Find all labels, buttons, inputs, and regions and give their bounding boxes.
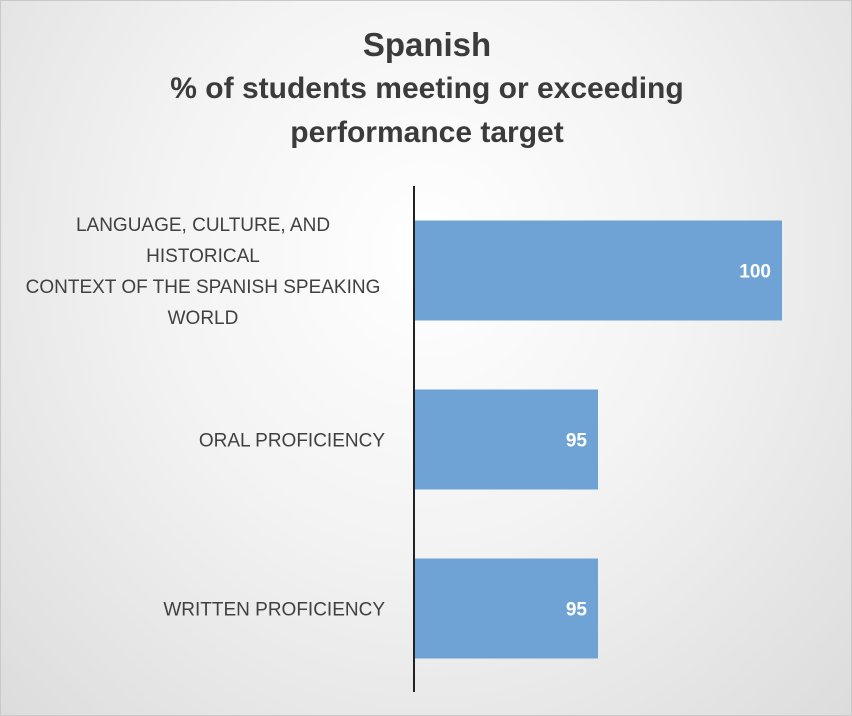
- category-label-3: WRITTEN PROFICIENCY: [163, 600, 385, 621]
- bar-1: [414, 220, 782, 321]
- category-label-1-line-4: WORLD: [168, 308, 239, 329]
- category-label-1-line-3: CONTEXT OF THE SPANISH SPEAKING: [26, 277, 381, 298]
- data-label-2: 95: [566, 431, 588, 452]
- category-label-1-line-2: HISTORICAL: [146, 246, 260, 267]
- category-label-2: ORAL PROFICIENCY: [199, 431, 385, 452]
- bar-2: [414, 389, 598, 490]
- data-label-3: 95: [566, 600, 588, 621]
- chart-title-block: Spanish % of students meeting or exceedi…: [1, 23, 851, 155]
- category-label-2-line-1: ORAL PROFICIENCY: [199, 431, 385, 452]
- data-label-1: 100: [739, 262, 771, 283]
- chart-subtitle-line-2: performance target: [290, 116, 564, 149]
- category-label-1: LANGUAGE, CULTURE, AND HISTORICAL CONTEXT …: [26, 215, 381, 329]
- chart-subtitle-line-1: % of students meeting or exceeding: [170, 72, 684, 105]
- category-label-1-line-1: LANGUAGE, CULTURE, AND: [76, 215, 330, 236]
- chart-title: Spanish: [362, 26, 492, 63]
- bar-3: [414, 558, 598, 659]
- bars-group: 100 95 95: [414, 220, 782, 659]
- category-labels-group: LANGUAGE, CULTURE, AND HISTORICAL CONTEXT …: [26, 215, 386, 621]
- category-label-3-line-1: WRITTEN PROFICIENCY: [163, 600, 385, 621]
